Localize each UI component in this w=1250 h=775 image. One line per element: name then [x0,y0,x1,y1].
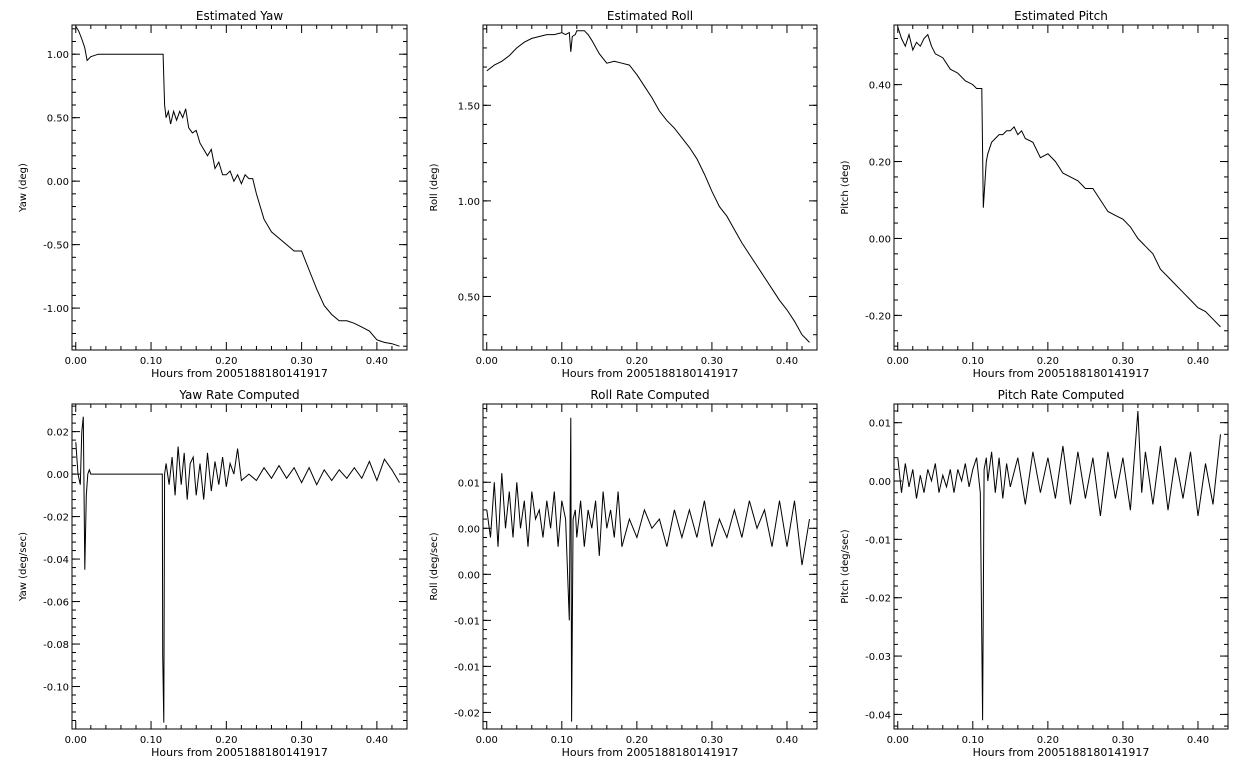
y-tick-label: -0.02 [43,513,69,524]
x-tick-label: 0.10 [962,735,984,746]
x-tick-label: 0.30 [290,735,312,746]
y-axis-label: Yaw (deg) [18,163,29,213]
x-tick-label: 0.30 [701,356,723,367]
y-axis-label: Pitch (deg) [840,160,851,214]
x-tick-label: 0.00 [887,735,909,746]
y-tick-label: -0.02 [865,594,891,605]
y-tick-label: 0.00 [47,177,69,188]
chart-title: Pitch Rate Computed [998,388,1125,402]
plot-frame [71,24,408,351]
y-tick-label: -0.01 [865,535,891,546]
chart-title: Estimated Yaw [196,9,283,23]
series-line [897,26,1221,328]
x-tick-label: 0.00 [476,735,498,746]
y-tick-label: 0.01 [869,419,891,430]
y-tick-label: 0.00 [458,524,480,535]
x-tick-label: 0.30 [701,735,723,746]
y-tick-label: 0.00 [47,470,69,481]
x-axis-label: Hours from 2005188180141917 [562,367,739,380]
chart-title: Roll Rate Computed [590,388,709,402]
y-axis-label: Roll (deg/sec) [429,532,440,600]
series-line [75,416,400,723]
y-tick-label: -0.03 [865,652,891,663]
chart-panel: Pitch Rate Computed Hours from 2005188180… [840,388,1229,759]
chart-title: Estimated Roll [607,9,693,23]
x-tick-label: 0.40 [366,735,388,746]
y-tick-label: 0.01 [458,478,480,489]
chart-panel: Estimated Pitch Hours from 20051881801419… [840,9,1229,380]
x-tick-label: 0.40 [1187,735,1209,746]
plot-frame [482,403,818,730]
y-tick-label: 0.50 [458,292,480,303]
y-tick-label: -0.04 [43,555,69,566]
y-axis-label: Yaw (deg/sec) [18,532,29,602]
y-tick-label: 0.50 [47,114,69,125]
y-tick-label: 0.40 [869,81,891,92]
plot-frame [893,403,1229,730]
y-tick-label: -0.08 [43,640,69,651]
x-tick-label: 0.20 [1037,735,1059,746]
x-tick-label: 0.30 [1112,356,1134,367]
y-tick-label: 0.00 [869,477,891,488]
chart-panel: Yaw Rate Computed Hours from 200518818014… [18,388,408,759]
y-tick-label: 0.00 [869,234,891,245]
x-axis-label: Hours from 2005188180141917 [151,367,328,380]
x-tick-label: 0.20 [1037,356,1059,367]
y-axis-label: Roll (deg) [429,163,440,211]
plot-frame [71,403,408,730]
x-axis-label: Hours from 2005188180141917 [562,746,739,759]
y-tick-label: 0.00 [458,570,480,581]
chart-panel: Estimated Yaw Hours from 2005188180141917… [18,9,408,380]
y-tick-label: -1.00 [43,304,69,315]
x-axis-label: Hours from 2005188180141917 [973,746,1150,759]
x-tick-label: 0.10 [551,356,573,367]
x-tick-label: 0.30 [1112,735,1134,746]
x-tick-label: 0.40 [1187,356,1209,367]
y-tick-label: 0.20 [869,158,891,169]
y-tick-label: 0.02 [47,428,69,439]
x-axis-label: Hours from 2005188180141917 [151,746,328,759]
y-tick-label: 1.00 [458,197,480,208]
x-tick-label: 0.00 [887,356,909,367]
y-tick-label: -0.50 [43,241,69,252]
y-tick-label: -0.02 [454,708,480,719]
y-tick-label: -0.01 [454,616,480,627]
x-tick-label: 0.20 [626,356,648,367]
y-tick-label: 1.00 [47,50,69,61]
y-axis-label: Pitch (deg/sec) [840,529,851,604]
x-tick-label: 0.20 [626,735,648,746]
chart-panel: Roll Rate Computed Hours from 20051881801… [429,388,818,759]
x-tick-label: 0.40 [776,735,798,746]
x-tick-label: 0.00 [476,356,498,367]
chart-title: Yaw Rate Computed [178,388,299,402]
x-tick-label: 0.40 [366,356,388,367]
x-tick-label: 0.30 [290,356,312,367]
x-tick-label: 0.00 [65,356,87,367]
plot-frame [482,24,818,351]
chart-title: Estimated Pitch [1014,9,1108,23]
plot-frame [893,24,1229,351]
y-tick-label: -0.04 [865,710,891,721]
y-tick-label: -0.10 [43,683,69,694]
x-tick-label: 0.40 [776,356,798,367]
x-tick-label: 0.10 [140,735,162,746]
x-tick-label: 0.00 [65,735,87,746]
x-axis-label: Hours from 2005188180141917 [973,367,1150,380]
x-tick-label: 0.20 [215,735,237,746]
x-tick-label: 0.10 [140,356,162,367]
y-tick-label: -0.06 [43,598,69,609]
x-tick-label: 0.10 [962,356,984,367]
series-line [486,30,810,343]
series-line [486,417,810,722]
y-tick-label: 1.50 [458,101,480,112]
y-tick-label: -0.20 [865,311,891,322]
x-tick-label: 0.10 [551,735,573,746]
series-line [897,410,1221,721]
series-line [75,26,400,347]
chart-panel: Estimated Roll Hours from 200518818014191… [429,9,818,380]
y-tick-label: -0.01 [454,662,480,673]
x-tick-label: 0.20 [215,356,237,367]
